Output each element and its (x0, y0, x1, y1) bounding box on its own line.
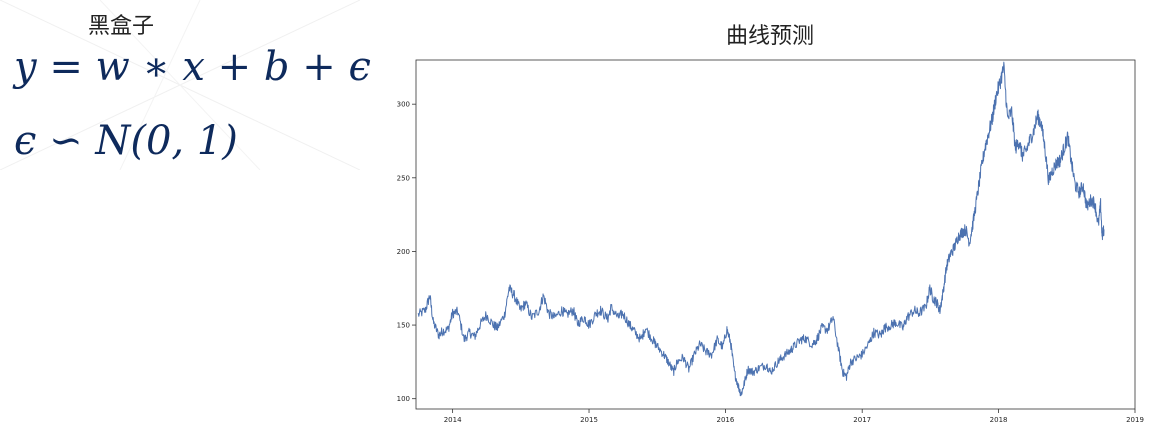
chart-container: 曲线预测 2014 2015 2016 2017 2018 2019 100 150 200 25… (380, 14, 1160, 442)
x-tick-label: 2019 (1126, 416, 1144, 424)
deco-line (99, 0, 261, 170)
y-tick-label: 100 (397, 395, 410, 403)
deco-line (119, 0, 201, 170)
formula-panel: 黑盒子 y = w ∗ x + b + ϵ ϵ ∽ N(0, 1) (0, 0, 371, 170)
axes (415, 59, 1136, 410)
series-line (417, 61, 1105, 397)
series-group (417, 61, 1105, 397)
chart-title: 曲线预测 (725, 24, 814, 49)
background-decoration (0, 0, 360, 170)
x-tick-label: 2016 (717, 416, 735, 424)
x-tick-label: 2018 (990, 416, 1008, 424)
x-tick-label: 2014 (444, 416, 462, 424)
line-chart: 2014 2015 2016 2017 2018 2019 100 150 200 250 300 (397, 59, 1144, 424)
model-formula: y = w ∗ x + b + ϵ (14, 44, 371, 90)
x-tick-label: 2017 (853, 416, 871, 424)
y-tick-label: 250 (397, 174, 410, 182)
panel-title: 黑盒子 (88, 14, 155, 39)
x-tick-label: 2015 (580, 416, 598, 424)
plot-frame (415, 59, 1136, 410)
ticks: 2014 2015 2016 2017 2018 2019 100 150 200 250 300 (397, 101, 1144, 424)
y-tick-label: 200 (397, 248, 410, 256)
y-tick-label: 300 (397, 101, 410, 109)
y-tick-label: 150 (397, 322, 410, 330)
noise-formula: ϵ ∽ N(0, 1) (14, 118, 238, 164)
